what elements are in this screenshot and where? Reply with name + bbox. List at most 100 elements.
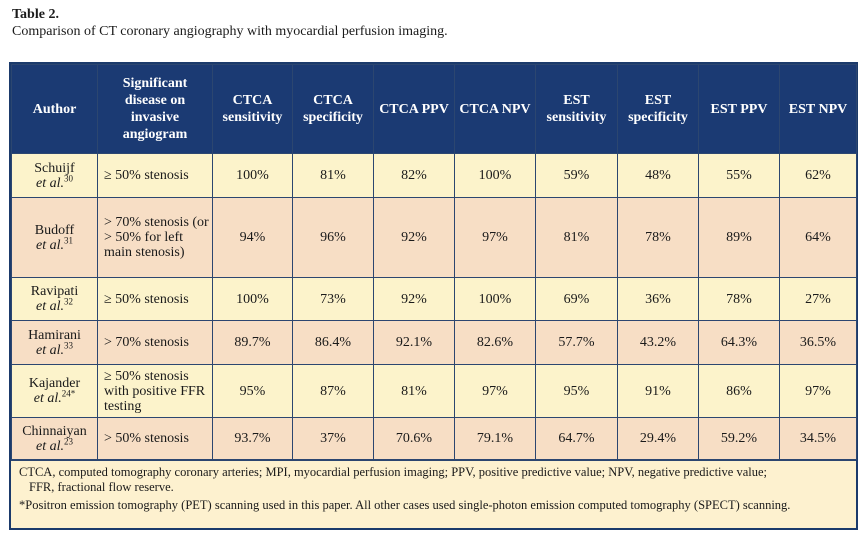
table-row: Kajander et al.24* ≥ 50% stenosis with pos… — [11, 364, 857, 418]
est-ppv-cell: 55% — [698, 153, 780, 198]
ctca-npv-cell: 100% — [454, 153, 536, 198]
header-author: Author — [11, 64, 98, 154]
author-etal: et al. — [36, 342, 64, 358]
est-specificity-cell: 48% — [617, 153, 699, 198]
header-row: Author Significant disease on invasive a… — [11, 64, 857, 154]
ctca-specificity-cell: 81% — [292, 153, 374, 198]
est-ppv-cell: 64.3% — [698, 320, 780, 365]
author-etal: et al. — [36, 175, 64, 191]
table-label: Table 2. — [12, 7, 59, 22]
table-row: Schuijf et al.30 ≥ 50% stenosis 100% 81% 82% 1… — [11, 153, 857, 198]
est-sensitivity-cell: 95% — [535, 364, 618, 418]
header-disease: Significant disease on invasive angiogra… — [97, 64, 213, 154]
disease-cell: ≥ 50% stenosis with positive FFR testing — [97, 364, 213, 418]
est-npv-cell: 64% — [779, 197, 857, 278]
est-ppv-cell: 86% — [698, 364, 780, 418]
disease-cell: ≥ 50% stenosis — [97, 153, 213, 198]
disease-cell: > 70% stenosis (or > 50% for left main s… — [97, 197, 213, 278]
est-sensitivity-cell: 64.7% — [535, 417, 618, 460]
table-row: Chinnaiyan et al.23 > 50% stenosis 93.7% 37%… — [11, 417, 857, 460]
ctca-ppv-cell: 92% — [373, 197, 455, 278]
est-ppv-cell: 59.2% — [698, 417, 780, 460]
author-name: Ravipati — [30, 284, 79, 299]
ctca-npv-cell: 100% — [454, 277, 536, 321]
disease-cell: > 70% stenosis — [97, 320, 213, 365]
author-name: Chinnaiyan — [22, 423, 87, 439]
est-ppv-cell: 89% — [698, 197, 780, 278]
author-name: Hamirani — [28, 327, 81, 343]
header-ctca-ppv: CTCA PPV — [373, 64, 455, 154]
est-sensitivity-cell: 59% — [535, 153, 618, 198]
author-cell: Budoff et al.31 — [11, 197, 98, 278]
author-name: Budoff — [34, 222, 75, 238]
ctca-specificity-cell: 87% — [292, 364, 374, 418]
ctca-specificity-cell: 37% — [292, 417, 374, 460]
author-citation: et al.33 — [15, 340, 94, 358]
est-npv-cell: 34.5% — [779, 417, 857, 460]
ctca-npv-cell: 79.1% — [454, 417, 536, 460]
table-frame: Author Significant disease on invasive a… — [9, 62, 858, 530]
est-specificity-cell: 78% — [617, 197, 699, 278]
author-etal: et al. — [36, 438, 64, 454]
ctca-npv-cell: 97% — [454, 197, 536, 278]
header-est-npv: EST NPV — [779, 64, 857, 154]
author-citation: et al.23 — [15, 435, 94, 454]
author-ref: 32 — [64, 296, 73, 307]
author-cell: Ravipati et al.32 — [11, 277, 98, 321]
author-cell: Chinnaiyan et al.23 — [11, 417, 98, 460]
table-caption: Table 2. Comparison of CT coronary angio… — [12, 6, 448, 41]
ctca-npv-cell: 97% — [454, 364, 536, 418]
ctca-ppv-cell: 70.6% — [373, 417, 455, 460]
ctca-specificity-cell: 86.4% — [292, 320, 374, 365]
author-cell: Hamirani et al.33 — [11, 320, 98, 365]
ctca-sensitivity-cell: 89.7% — [212, 320, 293, 365]
table-row: Hamirani et al.33 > 70% stenosis 89.7% 86.4%… — [11, 320, 857, 365]
table-title: Comparison of CT coronary angiography wi… — [12, 24, 448, 39]
ctca-npv-cell: 82.6% — [454, 320, 536, 365]
est-npv-cell: 62% — [779, 153, 857, 198]
est-specificity-cell: 91% — [617, 364, 699, 418]
author-cell: Schuijf et al.30 — [11, 153, 98, 198]
est-sensitivity-cell: 57.7% — [535, 320, 618, 365]
ctca-sensitivity-cell: 94% — [212, 197, 293, 278]
disease-cell: > 50% stenosis — [97, 417, 213, 460]
header-ctca-npv: CTCA NPV — [454, 64, 536, 154]
table-row: Ravipati et al.32 ≥ 50% stenosis 100% 73% 92%… — [11, 277, 857, 321]
author-ref: 24* — [61, 388, 76, 399]
footnote-abbrev-line1: CTCA, computed tomography coronary arter… — [19, 465, 767, 479]
author-etal: et al. — [36, 299, 64, 314]
est-sensitivity-cell: 69% — [535, 277, 618, 321]
header-ctca-specificity: CTCA specificity — [292, 64, 374, 154]
author-ref: 23 — [64, 435, 73, 446]
est-npv-cell: 36.5% — [779, 320, 857, 365]
est-specificity-cell: 36% — [617, 277, 699, 321]
header-est-ppv: EST PPV — [698, 64, 780, 154]
author-etal: et al. — [36, 237, 64, 253]
table-row: Budoff et al.31 > 70% stenosis (or > 50% f… — [11, 197, 857, 278]
author-citation: et al.31 — [15, 235, 94, 253]
header-est-sensitivity: EST sensitivity — [535, 64, 618, 154]
author-name: Schuijf — [34, 160, 75, 176]
author-name: Kajander — [28, 376, 81, 391]
est-specificity-cell: 29.4% — [617, 417, 699, 460]
table-footnotes: CTCA, computed tomography coronary arter… — [11, 460, 856, 513]
header-ctca-sensitivity: CTCA sensitivity — [212, 64, 293, 154]
ctca-sensitivity-cell: 95% — [212, 364, 293, 418]
header-est-specificity: EST specificity — [617, 64, 699, 154]
author-ref: 30 — [64, 172, 73, 183]
ctca-sensitivity-cell: 93.7% — [212, 417, 293, 460]
ctca-sensitivity-cell: 100% — [212, 277, 293, 321]
ctca-ppv-cell: 82% — [373, 153, 455, 198]
ctca-ppv-cell: 81% — [373, 364, 455, 418]
footnote-pet: *Positron emission tomography (PET) scan… — [19, 498, 791, 512]
est-npv-cell: 27% — [779, 277, 857, 321]
ctca-specificity-cell: 96% — [292, 197, 374, 278]
ctca-sensitivity-cell: 100% — [212, 153, 293, 198]
est-npv-cell: 97% — [779, 364, 857, 418]
ctca-specificity-cell: 73% — [292, 277, 374, 321]
author-citation: et al.24* — [15, 388, 94, 406]
ctca-ppv-cell: 92.1% — [373, 320, 455, 365]
footnote-abbreviations: CTCA, computed tomography coronary arter… — [19, 465, 848, 495]
author-citation: et al.30 — [15, 172, 94, 191]
author-cell: Kajander et al.24* — [11, 364, 98, 418]
